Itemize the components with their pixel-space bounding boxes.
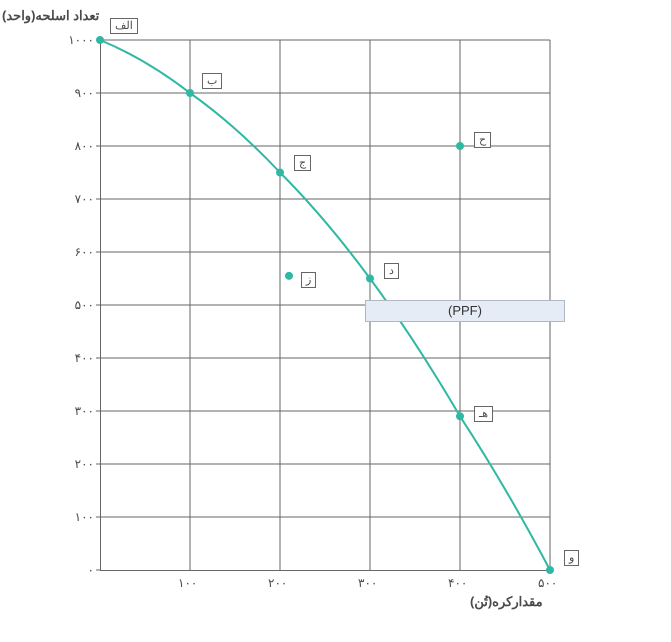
point-label-heh2: ح: [474, 132, 491, 148]
x-tick-300: ۳۰۰: [358, 576, 377, 590]
point-label-alef: الف: [110, 18, 138, 34]
x-tick-100: ۱۰۰: [178, 576, 197, 590]
point-label-heh: هـ: [474, 406, 493, 422]
y-tick-0: ۰: [88, 563, 94, 577]
y-tick-700: ۷۰۰: [75, 192, 94, 206]
point-label-be: ب: [202, 73, 222, 89]
ppf-chart: تعداد اسلحه(واحد) (PPF) مقدارکره(تُن) ال…: [0, 0, 671, 642]
x-tick-200: ۲۰۰: [268, 576, 287, 590]
x-tick-500: ۵۰۰: [538, 576, 557, 590]
point-label-jim: ج: [294, 155, 311, 171]
y-tick-300: ۳۰۰: [75, 404, 94, 418]
point-label-dal: د: [384, 263, 399, 279]
chart-svg: [0, 0, 671, 642]
y-tick-400: ۴۰۰: [75, 351, 94, 365]
x-axis-label: مقدارکره(تُن): [470, 594, 543, 610]
x-tick-400: ۴۰۰: [448, 576, 467, 590]
point-label-vav: و: [564, 550, 579, 566]
y-tick-600: ۶۰۰: [75, 245, 94, 259]
y-tick-500: ۵۰۰: [75, 298, 94, 312]
y-tick-100: ۱۰۰: [75, 510, 94, 524]
y-tick-1000: ۱۰۰۰: [68, 33, 94, 47]
y-tick-200: ۲۰۰: [75, 457, 94, 471]
point-label-ze: ز: [301, 272, 316, 288]
y-tick-800: ۸۰۰: [75, 139, 94, 153]
ppf-label-box: (PPF): [365, 300, 565, 322]
y-tick-900: ۹۰۰: [75, 86, 94, 100]
